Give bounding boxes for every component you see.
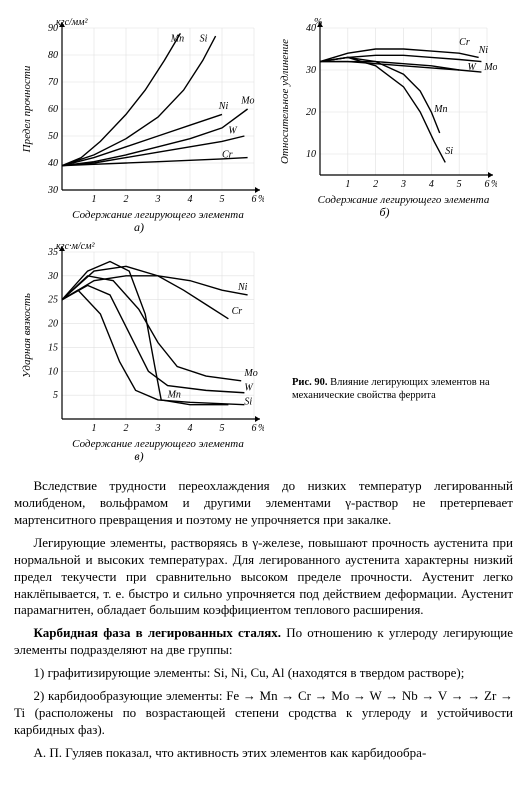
svg-text:Si: Si [200,34,208,45]
svg-text:5: 5 [220,423,225,434]
svg-text:Содержание легирующего элемент: Содержание легирующего элемента [318,194,490,206]
svg-text:W: W [244,382,254,393]
figure-caption: Рис. 90. Влияние легирующих элементов на… [292,376,492,402]
paragraph-6: А. П. Гуляев показал, что активность эти… [14,745,513,762]
svg-text:Mn: Mn [167,389,181,400]
svg-text:30: 30 [47,185,58,196]
panel-b: 12345610203040%%Относительное удлинениеС… [272,12,497,221]
svg-text:2: 2 [373,179,378,190]
paragraph-5: 2) карбидообразующие элементы: Fe → Mn →… [14,688,513,739]
svg-text:Предел прочности: Предел прочности [21,65,33,153]
svg-text:Mn: Mn [433,104,447,115]
svg-text:Cr: Cr [232,306,243,317]
svg-text:Ni: Ni [218,101,229,112]
svg-text:30: 30 [47,270,58,281]
svg-text:Ni: Ni [237,282,248,293]
panel-b-label: б) [272,205,497,221]
svg-text:Si: Si [244,396,252,407]
svg-text:Mo: Mo [243,368,257,379]
svg-text:1: 1 [92,194,97,205]
paragraph-1: Вследствие трудности переохлаждения до н… [14,478,513,529]
paragraph-4: 1) графитизирующие элементы: Si, Ni, Cu,… [14,665,513,682]
svg-text:Содержание легирующего элемент: Содержание легирующего элемента [72,209,244,221]
svg-text:6: 6 [252,423,257,434]
svg-text:2: 2 [124,423,129,434]
svg-text:5: 5 [457,179,462,190]
svg-text:10: 10 [48,366,58,377]
figure-90: 12345630405060708090кгс/мм²%Предел прочн… [14,12,513,464]
svg-text:25: 25 [48,294,58,305]
svg-text:Ударная вязкость: Ударная вязкость [21,293,33,378]
svg-text:50: 50 [48,131,58,142]
svg-text:3: 3 [155,194,161,205]
svg-text:4: 4 [429,179,434,190]
svg-text:80: 80 [48,50,58,61]
svg-text:%: % [491,179,497,190]
svg-text:Cr: Cr [459,37,470,48]
panel-c-label: в) [14,449,264,465]
svg-text:W: W [228,125,238,136]
svg-text:5: 5 [220,194,225,205]
caption-lead: Рис. 90. [292,377,328,388]
svg-text:10: 10 [306,149,316,160]
svg-text:15: 15 [48,342,58,353]
svg-text:5: 5 [53,390,58,401]
svg-text:4: 4 [188,194,193,205]
svg-text:%: % [314,17,322,28]
panel-c: 1234565101520253035кгс·м/см²%Ударная вяз… [14,236,264,465]
svg-text:Ni: Ni [478,45,489,56]
svg-text:3: 3 [400,179,406,190]
svg-text:1: 1 [345,179,350,190]
svg-text:3: 3 [155,423,161,434]
svg-text:кгс/мм²: кгс/мм² [56,17,89,28]
svg-text:Mo: Mo [240,96,254,107]
svg-text:Mo: Mo [483,62,497,73]
svg-text:70: 70 [48,77,58,88]
svg-text:Содержание легирующего элемент: Содержание легирующего элемента [72,438,244,450]
svg-text:60: 60 [48,104,58,115]
panel-a-label: а) [14,220,264,236]
panel-a: 12345630405060708090кгс/мм²%Предел прочн… [14,12,264,236]
svg-text:Cr: Cr [222,150,233,161]
svg-text:6: 6 [485,179,490,190]
paragraph-3: Карбидная фаза в легированных сталях. По… [14,625,513,659]
svg-text:30: 30 [305,65,316,76]
svg-text:40: 40 [48,158,58,169]
svg-text:%: % [258,423,264,434]
svg-text:Относительное удлинение: Относительное удлинение [279,39,291,164]
svg-text:4: 4 [188,423,193,434]
svg-text:6: 6 [252,194,257,205]
paragraph-2: Легирующие элементы, растворяясь в γ-жел… [14,535,513,619]
svg-text:Mn: Mn [170,34,184,45]
svg-text:%: % [258,194,264,205]
svg-text:20: 20 [306,107,316,118]
p3-lead: Карбидная фаза в легированных сталях. [34,625,282,640]
svg-text:1: 1 [92,423,97,434]
svg-text:Si: Si [445,146,453,157]
svg-text:2: 2 [124,194,129,205]
svg-text:20: 20 [48,318,58,329]
svg-text:кгс·м/см²: кгс·м/см² [56,241,95,252]
